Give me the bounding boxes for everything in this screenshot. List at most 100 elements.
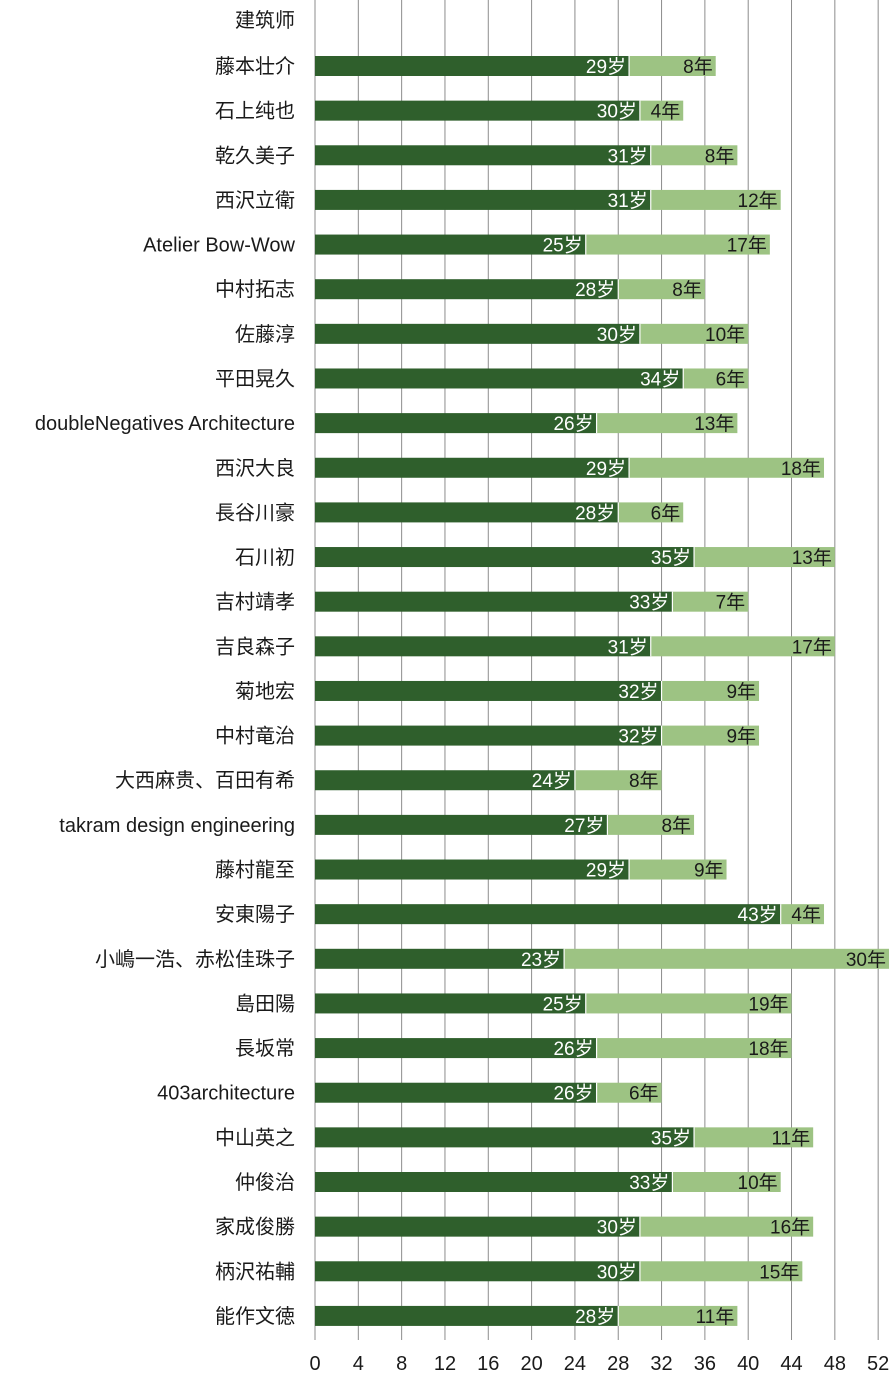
age-data-label: 30岁 [597, 1217, 637, 1239]
category-label: 中村竜治 [215, 725, 295, 748]
bar-age-segment [315, 1305, 619, 1326]
years-data-label: 11年 [696, 1306, 735, 1328]
age-data-label: 26岁 [553, 413, 593, 435]
bars: 29岁 8年 30岁 4年 31岁 8年 31岁 12年 25岁 17年 28岁 8年 30岁 10年 34… [315, 56, 889, 1328]
bar-years-segment [629, 56, 716, 76]
bar-years-segment [694, 547, 835, 568]
age-data-label: 29岁 [586, 860, 626, 882]
age-data-label: 29岁 [586, 56, 626, 78]
category-label: 403architecture [157, 1083, 295, 1105]
bar-years-segment [650, 636, 835, 657]
bar-age-segment [315, 770, 575, 791]
bar-age-segment [315, 1261, 640, 1282]
bar-years-segment [639, 1216, 814, 1237]
bar-age-segment [315, 1082, 597, 1103]
years-data-label: 4年 [791, 904, 821, 926]
category-label: 中村拓志 [215, 278, 295, 301]
bar-age-segment [315, 636, 651, 657]
age-data-label: 28岁 [575, 279, 615, 301]
bar-years-segment [672, 1172, 781, 1192]
bar-age-segment [315, 1127, 695, 1148]
years-data-label: 12年 [738, 190, 778, 212]
years-data-label: 17年 [792, 636, 832, 658]
years-data-label: 30年 [846, 949, 886, 971]
age-data-label: 26岁 [553, 1083, 593, 1105]
bar-age-segment [315, 814, 608, 835]
bar-years-segment [607, 814, 695, 835]
x-tick-label: 40 [737, 1353, 759, 1375]
years-data-label: 9年 [694, 860, 724, 882]
bar-years-segment [585, 234, 770, 255]
years-data-label: 16年 [770, 1217, 810, 1239]
bar-age-segment [315, 1216, 640, 1237]
years-data-label: 6年 [629, 1083, 659, 1105]
x-tick-label: 16 [477, 1353, 499, 1375]
category-label: 石川初 [235, 546, 295, 569]
bar-age-segment [315, 680, 662, 701]
bar-age-segment [315, 234, 586, 255]
category-label: 西沢大良 [215, 457, 295, 480]
age-data-label: 43岁 [738, 904, 778, 926]
x-tick-label: 24 [564, 1353, 586, 1375]
bar-years-segment [629, 859, 727, 880]
age-data-label: 30岁 [597, 324, 637, 346]
years-data-label: 10年 [705, 324, 745, 346]
header-label: 建筑师 [235, 9, 295, 32]
bar-years-segment [661, 725, 760, 746]
age-data-label: 28岁 [575, 502, 615, 524]
bar-years-segment [661, 680, 760, 701]
years-data-label: 9年 [726, 726, 756, 748]
bar-years-segment [639, 100, 684, 121]
category-label: 小嶋一浩、赤松佳珠子 [95, 948, 295, 971]
bar-years-segment [585, 993, 792, 1014]
bar-years-segment [639, 1261, 803, 1282]
age-data-label: 29岁 [586, 458, 626, 480]
age-data-label: 32岁 [618, 681, 658, 703]
years-data-label: 10年 [738, 1172, 778, 1194]
bar-years-segment [618, 502, 684, 523]
category-label: 安東陽子 [215, 903, 295, 926]
bar-age-segment [315, 859, 630, 880]
age-data-label: 35岁 [651, 547, 691, 569]
bar-age-segment [315, 1038, 597, 1059]
years-data-label: 8年 [661, 815, 691, 837]
category-label: 藤村龍至 [215, 859, 295, 882]
bar-age-segment [315, 413, 597, 434]
age-data-label: 33岁 [629, 1172, 669, 1194]
bar-years-segment [618, 279, 705, 300]
bar-age-segment [315, 279, 619, 300]
age-data-label: 31岁 [608, 636, 648, 658]
bar-age-segment [315, 323, 640, 344]
years-data-label: 6年 [716, 368, 746, 390]
bar-years-segment [596, 1082, 662, 1103]
age-data-label: 33岁 [629, 592, 669, 614]
age-data-label: 26岁 [553, 1038, 593, 1060]
age-data-label: 31岁 [608, 190, 648, 212]
age-data-label: 34岁 [640, 368, 680, 390]
years-data-label: 8年 [629, 770, 659, 792]
bar-years-segment [694, 1127, 814, 1148]
category-label: 仲俊治 [235, 1171, 295, 1194]
bar-years-segment [780, 904, 825, 925]
age-data-label: 25岁 [543, 993, 583, 1015]
category-label: 中山英之 [215, 1126, 295, 1149]
bar-age-segment [315, 56, 630, 76]
years-data-label: 18年 [748, 1038, 788, 1060]
category-label: 菊地宏 [235, 680, 295, 703]
bar-age-segment [315, 591, 673, 612]
bar-years-segment [618, 1305, 738, 1326]
x-tick-label: 28 [607, 1353, 629, 1375]
bar-age-segment [315, 100, 640, 121]
bar-age-segment [315, 457, 630, 478]
years-data-label: 8年 [672, 279, 702, 301]
grid-lines [314, 0, 879, 1340]
years-data-label: 6年 [651, 502, 681, 524]
bar-age-segment [315, 547, 695, 568]
x-tick-label: 8 [396, 1353, 407, 1375]
bar-age-segment [315, 993, 586, 1014]
age-data-label: 23岁 [521, 949, 561, 971]
category-label: takram design engineering [59, 815, 295, 837]
x-tick-label: 12 [434, 1353, 456, 1375]
age-data-label: 28岁 [575, 1306, 615, 1328]
years-data-label: 13年 [792, 547, 832, 569]
